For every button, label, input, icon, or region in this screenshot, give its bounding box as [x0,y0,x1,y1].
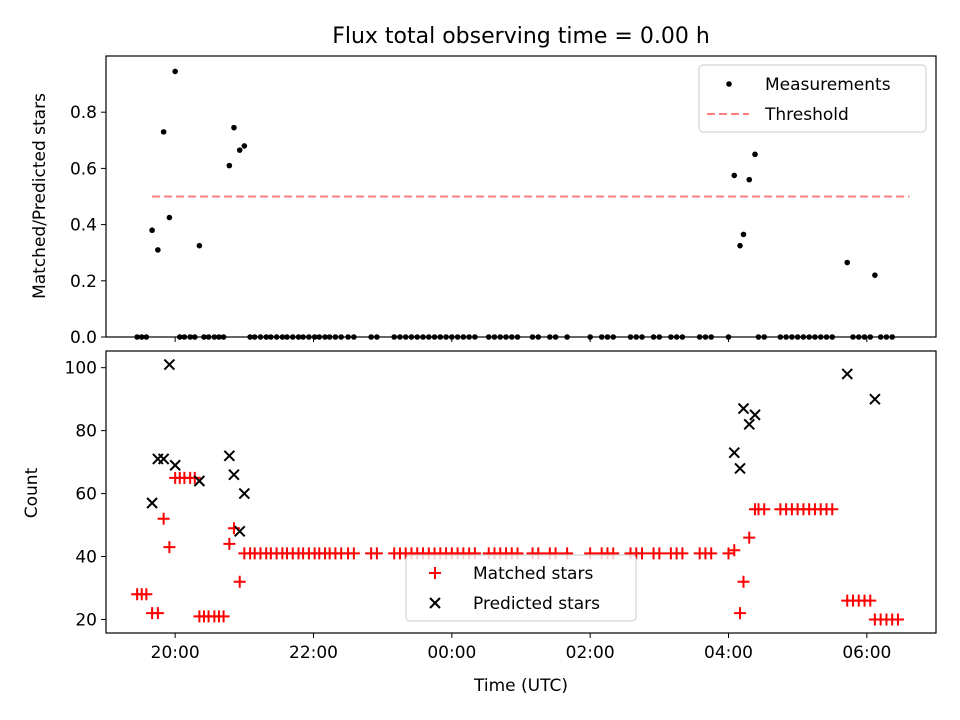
top-chart-title: Flux total observing time = 0.00 h [332,24,710,49]
measurement-point [740,231,747,238]
measurement-point [752,151,758,158]
legend-predicted-label: Predicted stars [473,594,600,614]
measurement-point [172,68,178,75]
top-y-axis-label: Matched/Predicted stars [30,93,50,299]
measurement-point [231,124,237,131]
matched-star-point [734,607,747,620]
bottom-y-tick-label: 20 [75,610,97,630]
bottom-plot-frame [105,350,937,634]
predicted-star-point [841,368,853,380]
legend-predicted-marker [429,597,441,609]
matched-star-point [653,547,666,560]
bottom-y-tick-label: 100 [65,359,97,379]
bottom-x-tick-label: 20:00 [151,643,200,663]
matched-star-point [157,512,170,525]
bottom-y-tick-label: 80 [75,422,97,442]
bottom-y-tick-label: 40 [75,548,97,568]
matched-star-point [728,544,741,557]
matched-star-point [676,547,689,560]
matched-star-point [737,575,750,588]
matched-star-point [826,503,839,516]
measurement-point [196,242,203,249]
legend-matched-label: Matched stars [473,564,593,584]
bottom-y-tick-label: 60 [75,485,97,505]
measurement-point [844,259,851,266]
predicted-star-point [737,402,750,415]
matched-star-point [636,547,649,560]
bottom-plot-area: 20 40 60 80 100 20:00 22:00 00:00 02:00 04:00 06:0… [65,359,904,663]
top-y-tick-label: 0.0 [70,328,97,348]
measurement-point [236,147,243,153]
measurement-point [241,143,248,149]
measurement-point [872,272,878,278]
legend-threshold-label: Threshold [764,105,849,125]
top-y-tick-label: 0.4 [70,216,97,236]
bottom-x-tick-label: 22:00 [289,643,338,663]
matched-star-point [758,503,771,516]
legend-measurements-label: Measurements [765,75,891,95]
matched-star-point [163,541,176,554]
predicted-star-point [169,459,181,471]
matched-star-point [891,613,904,626]
matched-star-point [188,471,201,484]
bottom-y-axis-label: Count [22,467,42,518]
predicted-star-point [193,475,206,487]
measurement-point [166,214,173,221]
predicted-star-point [157,453,170,465]
top-y-tick-label: 0.6 [70,159,97,179]
measurement-point [737,242,743,249]
measurement-point [746,176,753,183]
top-y-tick-label: 0.2 [70,272,97,292]
predicted-star-point [749,409,761,421]
predicted-star-point [223,450,236,462]
matched-star-point [705,547,718,560]
matched-star-point [864,594,877,607]
bottom-x-axis-label: Time (UTC) [473,676,568,696]
measurement-point [160,129,167,135]
predicted-star-point [146,497,158,509]
bottom-legend: Matched stars Predicted stars [405,554,637,622]
measurement-point [226,162,233,169]
predicted-star-point [869,393,881,405]
measurement-point [155,247,161,253]
top-y-tick-label: 0.8 [70,103,97,123]
top-legend: Measurements Threshold [698,64,927,133]
matched-star-point [743,531,756,544]
legend-measurements-marker [726,81,732,87]
matched-star-point [233,575,246,588]
bottom-x-tick-label: 06:00 [842,643,891,663]
legend-matched-marker [429,567,441,579]
bottom-x-tick-label: 00:00 [427,643,476,663]
measurement-point [149,227,155,234]
matched-star-point [140,588,153,601]
measurement-point [731,172,738,179]
top-panel: Matched/Predicted stars 0.00.20.40.60.8 … [30,55,937,348]
top-legend-box [698,64,927,133]
matched-star-point [151,607,164,620]
top-plot-frame [105,55,937,338]
predicted-star-point [734,462,746,475]
matched-star-point [223,537,236,550]
predicted-star-point [228,468,240,481]
matched-star-point [370,547,383,560]
matched-star-point [347,547,360,560]
predicted-star-point [743,418,755,431]
predicted-star-point [238,487,251,500]
bottom-legend-box [405,554,637,622]
bottom-x-tick-label: 04:00 [704,643,753,663]
matched-star-point [217,610,230,623]
bottom-panel: Count Time (UTC) 20 40 60 80 100 20:00 22:00 00… [22,350,937,696]
predicted-star-point [163,358,176,371]
predicted-star-point [728,446,740,459]
predicted-star-point [234,525,246,538]
bottom-x-tick-label: 02:00 [566,643,615,663]
